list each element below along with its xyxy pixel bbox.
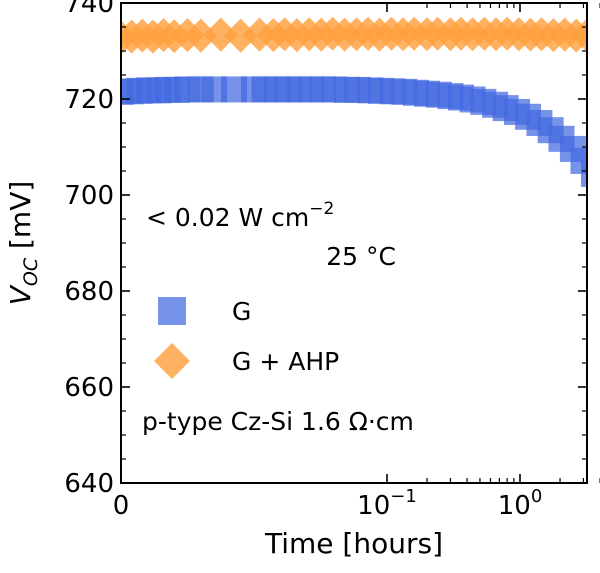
y-tick-label: 680	[64, 277, 114, 307]
legend-marker-g-ahp	[154, 343, 190, 379]
data-point-g	[580, 160, 587, 187]
y-axis-ticks: 640 660 680 700 720 740	[64, 0, 587, 499]
series-layer	[121, 16, 600, 203]
series-g	[121, 76, 600, 203]
y-tick-label: 740	[64, 0, 114, 19]
y-tick-label: 700	[64, 181, 114, 211]
x-tick-exponent: 0	[531, 486, 542, 507]
data-point-g	[593, 177, 600, 203]
legend-label-g-ahp: G + AHP	[232, 347, 339, 376]
sample-annotation: p-type Cz-Si 1.6 Ω·cm	[142, 407, 414, 436]
series-g-ahp	[121, 16, 600, 55]
y-axis-label-sub: OC	[20, 257, 42, 286]
x-tick-label: 10−1	[357, 486, 417, 521]
y-tick-label: 640	[64, 469, 114, 499]
legend-marker-g	[158, 297, 186, 325]
y-axis-label-unit: [mV]	[4, 181, 37, 258]
y-axis-label: VOC [mV]	[4, 181, 42, 306]
legend: G G + AHP	[154, 297, 339, 379]
data-point-g	[587, 168, 600, 194]
x-tick-label: 100	[498, 486, 543, 521]
y-tick-label: 720	[64, 85, 114, 115]
legend-label-g: G	[232, 297, 251, 326]
data-point-g-ahp	[594, 19, 600, 53]
y-tick-label: 660	[64, 373, 114, 403]
intensity-prefix: < 0.02 W cm	[146, 203, 309, 232]
intensity-annotation: < 0.02 W cm−2	[146, 199, 334, 232]
x-tick-base: 10	[357, 491, 390, 521]
intensity-exponent: −2	[309, 199, 334, 219]
temperature-annotation: 25 °C	[326, 242, 396, 271]
x-tick-exponent: −1	[390, 486, 417, 507]
x-tick-base: 10	[498, 491, 531, 521]
data-point-g-ahp	[183, 18, 218, 53]
x-axis-label: Time [hours]	[264, 527, 443, 560]
data-point-g-ahp	[223, 18, 258, 53]
data-point-g-ahp	[203, 17, 238, 52]
x-axis-ticks: 010−1100101	[113, 3, 600, 521]
x-tick-label: 0	[113, 491, 130, 521]
y-axis-label-v: V	[4, 284, 37, 305]
data-point-g-ahp	[581, 30, 587, 42]
